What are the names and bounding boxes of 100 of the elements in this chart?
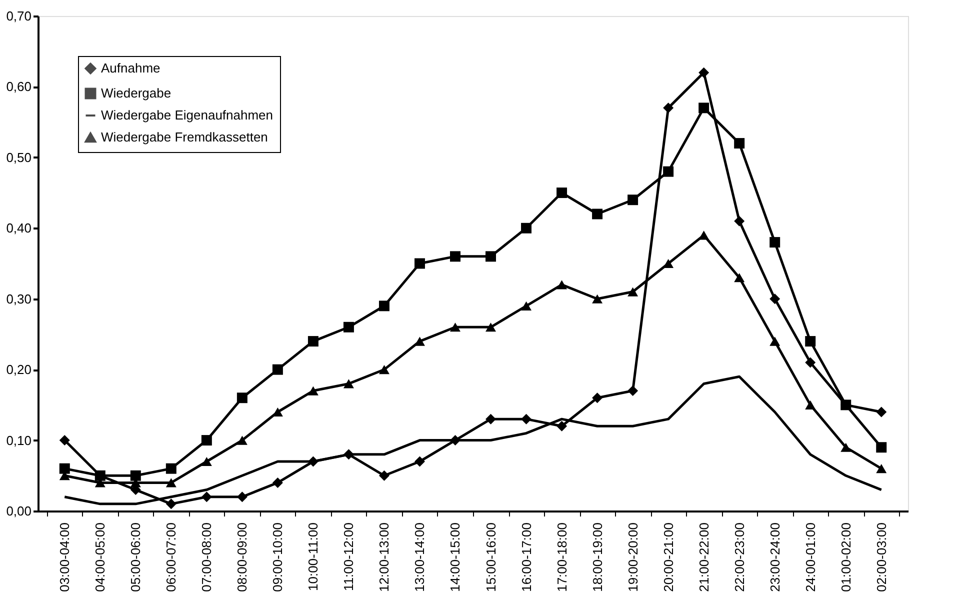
point [236,392,248,404]
point [450,251,460,262]
x-tick-label: 21:00-22:00 [696,522,712,592]
x-tick-label: 14:00-15:00 [448,522,463,592]
point [59,463,70,474]
point [592,392,603,404]
y-tick-label: 0,60 [6,79,32,94]
x-tick-label: 06:00-07:00 [164,522,179,592]
x-tick-label: 18:00-19:00 [590,522,605,592]
y-tick-label: 0,30 [6,291,32,306]
point [414,456,425,467]
point [450,435,460,446]
point [201,492,212,502]
point [663,102,674,114]
point [592,208,603,220]
x-tick-label: 10:00-11:00 [306,522,321,591]
legend-label: Wiedergabe Eigenaufnahmen [101,108,274,122]
y-tick-label: 0,00 [6,504,32,518]
y-tick-label: 0,70 [6,8,32,24]
point [840,442,852,452]
point [734,138,745,149]
point [876,442,887,453]
x-tick-label: 11:00-12:00 [341,522,356,591]
legend-label: Wiedergabe [101,86,172,100]
legend-label: Aufnahme [101,60,160,76]
point [521,222,532,234]
legend-label: Wiedergabe Fremdkassetten [101,130,268,144]
point [272,477,283,488]
point [698,67,710,78]
point [770,336,780,346]
point [486,322,496,332]
point [343,449,354,460]
x-tick-label: 23:00-24:00 [767,522,782,592]
point [556,280,568,290]
y-tick-label: 0,10 [6,432,32,448]
point [166,478,176,488]
point [94,470,106,481]
point [308,456,318,467]
x-tick-label: 24:00-01:00 [802,522,818,592]
point [378,365,390,374]
x-tick-label: 17:00-18:00 [554,522,570,592]
point [378,470,390,481]
x-tick-label: 02:00-03:00 [874,522,889,592]
point [876,464,887,474]
point [130,470,141,481]
x-tick-label: 07:00-08:00 [199,522,214,592]
point [734,216,745,226]
point [378,300,390,312]
point [486,414,496,424]
point [236,492,248,502]
point [201,456,212,466]
point [805,357,816,368]
y-tick-label: 0,40 [6,220,32,236]
x-tick-label: 04:00-05:00 [92,522,108,592]
point [414,336,425,346]
point [556,188,568,198]
x-tick-label: 03:00-04:00 [57,522,72,592]
x-tick-label: 15:00-16:00 [483,522,498,592]
point [343,379,354,388]
point [59,435,70,446]
x-tick-label: 12:00-13:00 [376,522,392,592]
point [450,322,460,332]
point [876,406,887,418]
x-tick-label: 09:00-10:00 [270,522,286,592]
point [770,294,780,304]
point [236,436,248,445]
point [414,258,425,269]
point [663,166,674,177]
point [308,386,318,396]
point [698,102,710,114]
point [556,420,568,432]
point [521,301,532,310]
point [628,287,638,296]
point [663,258,674,268]
point [521,414,532,424]
x-tick-label: 20:00-21:00 [660,522,676,592]
x-tick-label: 19:00-20:00 [625,522,640,592]
y-tick-label: 0,20 [6,362,32,378]
x-tick-label: 16:00-17:00 [518,522,534,592]
point [840,400,852,410]
point [201,435,212,446]
point [770,237,780,248]
point [166,463,176,474]
point [486,251,496,262]
point [628,386,638,396]
point [308,336,318,347]
point [805,336,816,347]
point [343,322,354,332]
point [628,194,638,206]
point [805,400,816,410]
y-tick-label: 0,50 [6,150,32,165]
point [166,498,176,510]
x-tick-label: 01:00-02:00 [838,522,854,592]
point [592,294,603,304]
point [698,230,710,240]
x-tick-label: 05:00-06:00 [128,522,144,592]
x-tick-label: 22:00-23:00 [732,522,747,592]
point [272,364,283,375]
point [734,273,745,282]
x-tick-label: 13:00-14:00 [412,522,428,592]
